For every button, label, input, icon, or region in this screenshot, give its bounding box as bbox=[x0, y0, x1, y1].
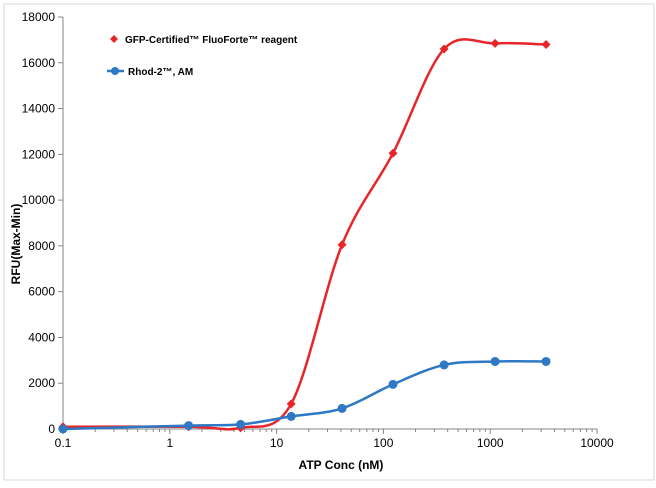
x-axis-ticks: 0.1 1 10 100 1000 10000 bbox=[55, 429, 614, 450]
data-point-series-1 bbox=[286, 411, 296, 421]
x-tick-label: 0.1 bbox=[55, 436, 72, 450]
chart-border bbox=[3, 3, 655, 481]
y-tick-label: 4000 bbox=[28, 330, 55, 344]
data-point-series-1 bbox=[541, 356, 551, 366]
data-point-series-1 bbox=[58, 424, 68, 434]
y-tick-label: 0 bbox=[48, 422, 55, 436]
x-tick-label: 100 bbox=[373, 436, 393, 450]
legend-label-rhod: Rhod-2™, AM bbox=[128, 67, 193, 78]
x-tick-label: 1000 bbox=[477, 436, 504, 450]
data-point-series-1 bbox=[439, 360, 449, 370]
y-axis-ticks: 0 2000 4000 6000 8000 10000 12000 14000 16000 180… bbox=[22, 10, 63, 436]
legend-entry-gfp: GFP-Certified™ FluoForte™ reagent bbox=[110, 35, 298, 46]
x-tick-label: 10 bbox=[270, 436, 284, 450]
legend-marker-gfp bbox=[110, 35, 118, 43]
y-tick-label: 12000 bbox=[22, 147, 56, 161]
data-point-series-1 bbox=[337, 403, 347, 413]
legend-entry-rhod: Rhod-2™, AM bbox=[107, 67, 193, 78]
data-point-series-0 bbox=[388, 148, 398, 158]
legend: GFP-Certified™ FluoForte™ reagent Rhod-2… bbox=[107, 35, 298, 78]
data-point-series-1 bbox=[490, 356, 500, 366]
plot-series bbox=[58, 38, 551, 434]
y-tick-label: 18000 bbox=[22, 10, 56, 24]
y-tick-label: 6000 bbox=[28, 285, 55, 299]
data-point-series-0 bbox=[286, 399, 296, 409]
x-axis-title: ATP Conc (nM) bbox=[299, 458, 384, 472]
data-point-series-0 bbox=[490, 38, 500, 48]
legend-marker-rhod bbox=[111, 67, 119, 75]
data-point-series-0 bbox=[541, 39, 551, 49]
y-tick-label: 10000 bbox=[22, 193, 56, 207]
y-tick-label: 14000 bbox=[22, 102, 56, 116]
data-point-series-0 bbox=[439, 44, 449, 54]
y-tick-label: 2000 bbox=[28, 376, 55, 390]
x-tick-label: 10000 bbox=[580, 436, 614, 450]
y-tick-label: 8000 bbox=[28, 239, 55, 253]
data-point-series-1 bbox=[184, 421, 194, 431]
series-line-0 bbox=[62, 38, 547, 431]
y-axis-title: RFU(Max-Min) bbox=[9, 204, 23, 285]
data-point-series-0 bbox=[337, 240, 347, 250]
x-tick-label: 1 bbox=[166, 436, 173, 450]
data-point-series-1 bbox=[236, 419, 246, 429]
legend-label-gfp: GFP-Certified™ FluoForte™ reagent bbox=[125, 35, 298, 46]
y-tick-label: 16000 bbox=[22, 56, 56, 70]
data-point-series-1 bbox=[388, 379, 398, 389]
